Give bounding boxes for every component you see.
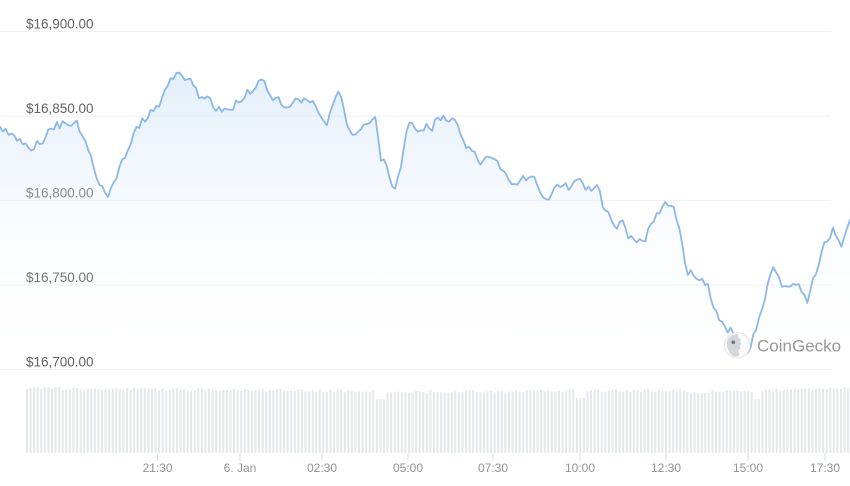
svg-text:05:00: 05:00 bbox=[393, 461, 423, 475]
svg-text:$16,850.00: $16,850.00 bbox=[26, 101, 94, 116]
svg-text:02:30: 02:30 bbox=[307, 461, 337, 475]
svg-text:$16,900.00: $16,900.00 bbox=[26, 17, 94, 32]
svg-text:10:00: 10:00 bbox=[565, 461, 595, 475]
svg-text:17:30: 17:30 bbox=[810, 461, 840, 475]
svg-text:6. Jan: 6. Jan bbox=[224, 461, 257, 475]
svg-text:CoinGecko: CoinGecko bbox=[757, 337, 841, 356]
svg-text:15:00: 15:00 bbox=[733, 461, 763, 475]
svg-text:07:30: 07:30 bbox=[478, 461, 508, 475]
svg-text:12:30: 12:30 bbox=[651, 461, 681, 475]
svg-text:21:30: 21:30 bbox=[143, 461, 173, 475]
